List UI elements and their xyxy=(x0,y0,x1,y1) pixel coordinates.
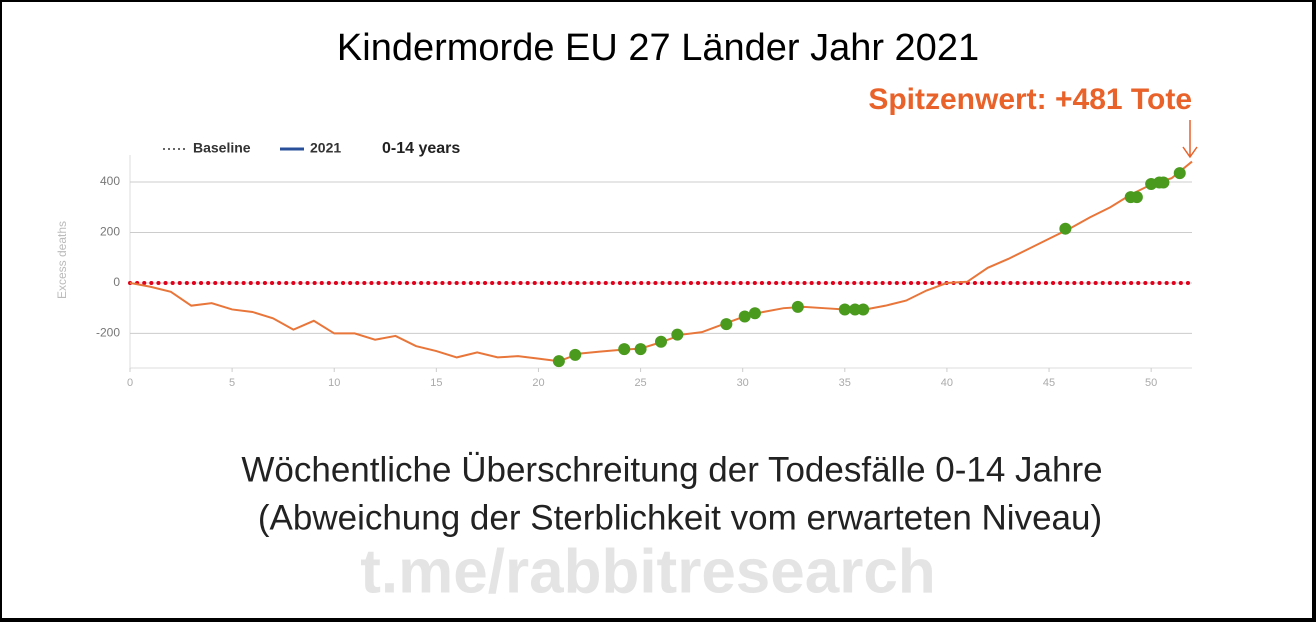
highlight-point xyxy=(634,343,647,356)
legend-label: 2021 xyxy=(310,140,341,156)
highlight-point xyxy=(618,343,631,356)
x-tick-label: 5 xyxy=(229,377,235,389)
highlight-point xyxy=(1130,191,1143,204)
subtitle: (Abweichung der Sterblichkeit vom erwart… xyxy=(258,498,1102,537)
x-tick-label: 0 xyxy=(127,377,133,389)
chart-title: Kindermorde EU 27 Länder Jahr 2021 xyxy=(337,27,979,69)
legend-label: Baseline xyxy=(193,140,251,156)
x-tick-label: 30 xyxy=(737,377,749,389)
x-tick-label: 45 xyxy=(1043,377,1055,389)
y-tick-label: -200 xyxy=(96,326,120,340)
highlight-point xyxy=(552,355,565,368)
x-tick-label: 20 xyxy=(532,377,544,389)
annotation-arrow xyxy=(1182,120,1198,159)
x-tick-label: 35 xyxy=(839,377,851,389)
highlight-point xyxy=(655,335,667,348)
x-tick-label: 50 xyxy=(1145,377,1157,389)
y-axis-label: Excess deaths xyxy=(55,221,69,299)
highlight-point xyxy=(838,303,851,316)
highlight-point xyxy=(738,310,751,323)
y-tick-label: 200 xyxy=(100,225,120,239)
subtitle: Wöchentliche Überschreitung der Todesfäl… xyxy=(241,450,1102,489)
y-tick-label: 0 xyxy=(113,275,120,289)
highlight-point xyxy=(1173,167,1186,180)
highlight-point xyxy=(857,303,870,316)
highlight-point xyxy=(791,300,804,313)
highlight-point xyxy=(748,307,761,320)
x-tick-label: 25 xyxy=(634,377,646,389)
y-tick-label: 400 xyxy=(100,174,120,188)
annotation: Spitzenwert: +481 Tote xyxy=(868,83,1192,116)
x-tick-label: 15 xyxy=(430,377,442,389)
legend-title: 0-14 years xyxy=(382,140,460,157)
highlight-point xyxy=(569,348,582,361)
highlight-point xyxy=(720,318,733,331)
highlight-point xyxy=(1157,176,1170,189)
x-tick-label: 40 xyxy=(941,377,953,389)
x-tick-label: 10 xyxy=(328,377,340,389)
watermark: t.me/rabbitresearch xyxy=(360,537,935,606)
highlight-point xyxy=(1059,222,1072,235)
highlight-point xyxy=(671,328,684,341)
